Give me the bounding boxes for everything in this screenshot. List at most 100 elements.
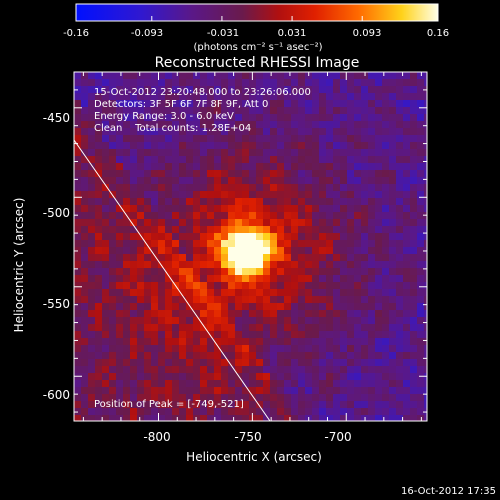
- heatmap-pixel: [172, 415, 180, 421]
- heatmap-pixel: [403, 310, 411, 318]
- heatmap-pixel: [277, 240, 285, 248]
- heatmap-pixel: [361, 303, 369, 311]
- heatmap-pixel: [305, 345, 313, 353]
- heatmap-pixel: [396, 275, 404, 283]
- heatmap-pixel: [305, 408, 313, 416]
- heatmap-pixel: [144, 275, 152, 283]
- heatmap-pixel: [95, 156, 103, 164]
- heatmap-pixel: [396, 100, 404, 108]
- heatmap-pixel: [270, 86, 278, 94]
- heatmap-pixel: [221, 282, 229, 290]
- heatmap-pixel: [347, 184, 355, 192]
- heatmap-pixel: [235, 387, 243, 395]
- heatmap-pixel: [326, 296, 334, 304]
- heatmap-pixel: [102, 254, 110, 262]
- heatmap-pixel: [186, 394, 194, 402]
- heatmap-pixel: [368, 366, 376, 374]
- heatmap-pixel: [375, 93, 383, 101]
- heatmap-pixel: [95, 135, 103, 143]
- heatmap-pixel: [396, 387, 404, 395]
- heatmap-pixel: [137, 408, 145, 416]
- heatmap-pixel: [340, 93, 348, 101]
- heatmap-pixel: [102, 219, 110, 227]
- heatmap-pixel: [291, 79, 299, 87]
- heatmap-pixel: [158, 170, 166, 178]
- heatmap-pixel: [403, 142, 411, 150]
- heatmap-pixel: [389, 261, 397, 269]
- heatmap-pixel: [305, 142, 313, 150]
- heatmap-pixel: [228, 240, 236, 248]
- heatmap-pixel: [249, 296, 257, 304]
- heatmap-pixel: [389, 198, 397, 206]
- heatmap-pixel: [263, 198, 271, 206]
- heatmap-pixel: [382, 191, 390, 199]
- heatmap-pixel: [158, 135, 166, 143]
- heatmap-pixel: [340, 191, 348, 199]
- heatmap-pixel: [235, 296, 243, 304]
- heatmap-pixel: [340, 219, 348, 227]
- heatmap-pixel: [158, 79, 166, 87]
- heatmap-pixel: [361, 226, 369, 234]
- heatmap-pixel: [144, 338, 152, 346]
- heatmap-pixel: [158, 114, 166, 122]
- heatmap-pixel: [347, 72, 355, 80]
- heatmap-pixel: [326, 177, 334, 185]
- heatmap-pixel: [326, 247, 334, 255]
- heatmap-pixel: [249, 310, 257, 318]
- heatmap-pixel: [340, 303, 348, 311]
- heatmap-pixel: [158, 191, 166, 199]
- heatmap-pixel: [207, 408, 215, 416]
- heatmap-pixel: [151, 226, 159, 234]
- heatmap-pixel: [263, 100, 271, 108]
- heatmap-pixel: [74, 219, 82, 227]
- heatmap-pixel: [137, 198, 145, 206]
- heatmap-pixel: [319, 86, 327, 94]
- heatmap-pixel: [165, 296, 173, 304]
- heatmap-pixel: [263, 128, 271, 136]
- heatmap-pixel: [109, 331, 117, 339]
- heatmap-pixel: [277, 324, 285, 332]
- heatmap-pixel: [109, 366, 117, 374]
- heatmap-pixel: [417, 184, 425, 192]
- heatmap-pixel: [144, 303, 152, 311]
- heatmap-pixel: [319, 121, 327, 129]
- heatmap-pixel: [389, 100, 397, 108]
- heatmap-pixel: [186, 324, 194, 332]
- heatmap-pixel: [207, 387, 215, 395]
- heatmap-pixel: [382, 212, 390, 220]
- heatmap-pixel: [389, 107, 397, 115]
- heatmap-pixel: [354, 352, 362, 360]
- heatmap-pixel: [214, 219, 222, 227]
- heatmap-pixel: [305, 205, 313, 213]
- heatmap-pixel: [186, 142, 194, 150]
- heatmap-pixel: [193, 394, 201, 402]
- heatmap-pixel: [424, 177, 427, 185]
- heatmap-pixel: [221, 79, 229, 87]
- heatmap-pixel: [396, 198, 404, 206]
- heatmap-pixel: [249, 401, 257, 409]
- heatmap-pixel: [207, 275, 215, 283]
- heatmap-pixel: [347, 352, 355, 360]
- heatmap-pixel: [298, 114, 306, 122]
- heatmap-pixel: [95, 247, 103, 255]
- heatmap-pixel: [319, 170, 327, 178]
- heatmap-pixel: [235, 219, 243, 227]
- heatmap-pixel: [200, 359, 208, 367]
- heatmap-pixel: [326, 79, 334, 87]
- heatmap-pixel: [130, 261, 138, 269]
- heatmap-pixel: [333, 107, 341, 115]
- heatmap-pixel: [172, 387, 180, 395]
- heatmap-pixel: [396, 338, 404, 346]
- heatmap-pixel: [340, 177, 348, 185]
- heatmap-pixel: [340, 261, 348, 269]
- heatmap-pixel: [193, 310, 201, 318]
- heatmap-pixel: [165, 184, 173, 192]
- heatmap-pixel: [179, 184, 187, 192]
- heatmap-pixel: [200, 261, 208, 269]
- heatmap-pixel: [403, 352, 411, 360]
- heatmap-pixel: [326, 121, 334, 129]
- heatmap-pixel: [214, 163, 222, 171]
- heatmap-pixel: [312, 233, 320, 241]
- heatmap-pixel: [179, 128, 187, 136]
- heatmap-pixel: [228, 100, 236, 108]
